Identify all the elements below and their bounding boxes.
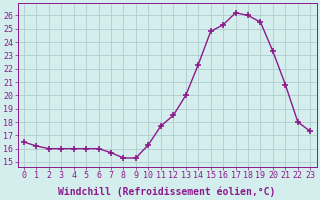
X-axis label: Windchill (Refroidissement éolien,°C): Windchill (Refroidissement éolien,°C) xyxy=(58,186,276,197)
